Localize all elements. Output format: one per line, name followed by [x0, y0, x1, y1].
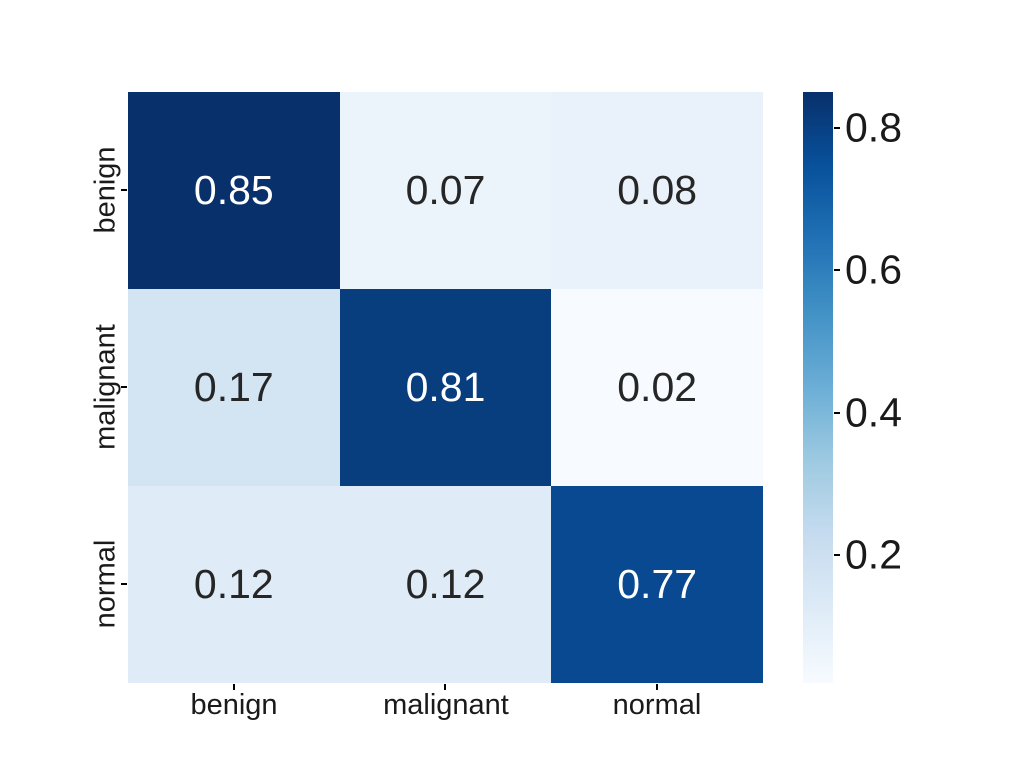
y-axis-label-normal: normal [89, 539, 122, 629]
heatmap-cell: 0.08 [551, 92, 763, 289]
colorbar-label-0-6: 0.6 [845, 246, 902, 293]
cell-value: 0.12 [405, 561, 486, 607]
y-tick-mark [121, 583, 127, 585]
heatmap-cell: 0.07 [339, 92, 552, 289]
heatmap-cell: 0.02 [551, 289, 763, 486]
colorbar-label-0-8: 0.8 [845, 104, 902, 151]
cell-value: 0.85 [193, 167, 274, 213]
y-axis-label-malignant: malignant [89, 324, 122, 450]
colorbar-tick-mark [834, 554, 840, 556]
cell-value: 0.07 [405, 167, 486, 213]
x-tick-mark [233, 684, 235, 690]
y-tick-mark [121, 189, 127, 191]
cell-value: 0.17 [193, 364, 274, 410]
colorbar-tick-mark [834, 127, 840, 129]
x-tick-mark [444, 684, 446, 690]
y-axis-label-benign: benign [89, 146, 122, 234]
colorbar-label-0-4: 0.4 [845, 389, 902, 436]
x-tick-mark [656, 684, 658, 690]
cell-value: 0.02 [617, 364, 698, 410]
cell-value: 0.81 [405, 364, 486, 410]
cell-value: 0.77 [617, 561, 698, 607]
heatmap-cell: 0.77 [551, 486, 763, 683]
y-tick-mark [121, 386, 127, 388]
heatmap-cell: 0.81 [339, 289, 552, 486]
x-axis-label-benign: benign [190, 689, 278, 721]
heatmap-grid: 0.85 0.07 0.08 0.17 0.81 0.02 0.12 0.12 … [128, 92, 763, 683]
heatmap-cell: 0.12 [339, 486, 552, 683]
cell-value: 0.12 [193, 561, 274, 607]
heatmap-cell: 0.17 [128, 289, 340, 486]
colorbar-label-0-2: 0.2 [845, 531, 902, 578]
colorbar-tick-mark [834, 412, 840, 414]
heatmap-cell: 0.12 [128, 486, 340, 683]
x-axis-label-normal: normal [612, 689, 702, 721]
heatmap-cell: 0.85 [128, 92, 340, 289]
x-axis-label-malignant: malignant [383, 689, 509, 721]
colorbar-tick-mark [834, 269, 840, 271]
cell-value: 0.08 [617, 167, 698, 213]
colorbar-gradient [803, 92, 833, 683]
